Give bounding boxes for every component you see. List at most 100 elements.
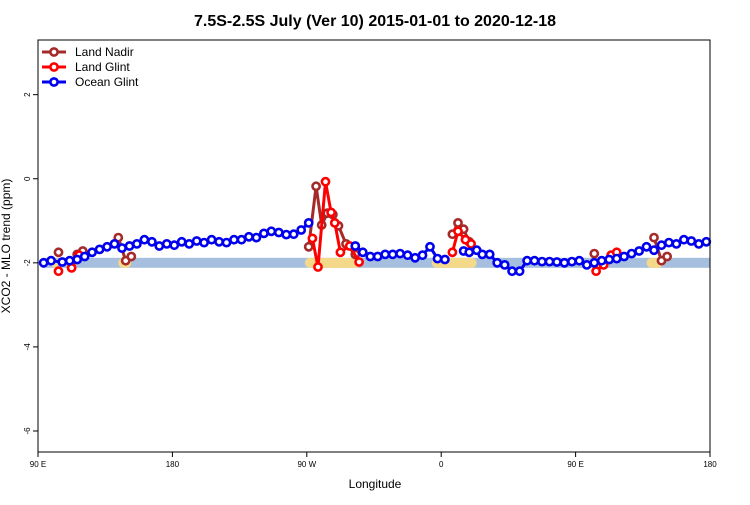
data-point-ocean-glint	[492, 257, 503, 268]
data-point-ocean-glint	[251, 232, 262, 243]
data-point-ocean-glint	[499, 259, 510, 270]
data-point-land-glint	[307, 233, 318, 244]
y-tick-label: 0	[23, 176, 32, 181]
legend-label: Land Glint	[75, 60, 130, 74]
data-point-ocean-glint	[266, 226, 277, 237]
data-point-ocean-glint	[425, 241, 435, 252]
data-point-ocean-glint	[72, 254, 83, 265]
data-point-ocean-glint	[679, 234, 689, 245]
data-point-ocean-glint	[693, 238, 704, 249]
data-point-ocean-glint	[357, 247, 368, 258]
y-tick-label: -2	[23, 259, 32, 267]
data-point-ocean-glint	[221, 237, 232, 248]
data-point-ocean-glint	[641, 241, 652, 252]
data-point-ocean-glint	[154, 241, 165, 251]
data-point-ocean-glint	[464, 247, 475, 258]
data-point-ocean-glint	[229, 234, 239, 245]
series-ocean-glint	[38, 217, 712, 277]
data-point-ocean-glint	[664, 237, 674, 248]
data-point-ocean-glint	[596, 255, 607, 266]
x-tick-label: 0	[439, 460, 444, 469]
x-tick-label: 90 W	[297, 460, 316, 469]
data-point-ocean-glint	[169, 240, 180, 251]
data-point-ocean-glint	[350, 241, 361, 251]
x-tick-label: 180	[703, 460, 717, 469]
data-point-ocean-glint	[604, 254, 615, 265]
data-point-land-glint	[320, 176, 331, 187]
data-point-ocean-glint	[432, 253, 443, 264]
data-point-ocean-glint	[191, 236, 202, 246]
data-point-ocean-glint	[184, 238, 195, 249]
data-point-ocean-glint	[94, 244, 105, 255]
data-point-ocean-glint	[199, 237, 209, 248]
data-point-ocean-glint	[87, 247, 97, 258]
legend-swatch-marker	[49, 47, 59, 57]
data-point-ocean-glint	[387, 249, 398, 260]
data-point-ocean-glint	[574, 255, 585, 266]
data-point-ocean-glint	[273, 227, 284, 238]
data-point-ocean-glint	[176, 236, 187, 247]
data-point-ocean-glint	[161, 238, 172, 249]
legend-item-land-nadir: Land Nadir	[42, 45, 134, 59]
data-point-land-glint	[466, 238, 476, 249]
plot-frame	[37, 39, 711, 453]
data-point-land-glint	[326, 207, 336, 218]
data-point-ocean-glint	[131, 238, 142, 249]
data-point-ocean-glint	[559, 257, 570, 268]
y-tick-label: -6	[23, 427, 32, 435]
data-point-land-glint	[53, 266, 64, 277]
data-point-ocean-glint	[439, 254, 450, 265]
data-point-land-glint	[329, 217, 340, 228]
data-point-land-nadir	[649, 232, 659, 243]
data-point-ocean-glint	[619, 251, 629, 262]
data-point-ocean-glint	[109, 238, 120, 249]
data-point-ocean-glint	[671, 238, 682, 249]
data-point-ocean-glint	[634, 246, 644, 256]
data-point-land-nadir	[662, 251, 672, 262]
data-point-land-nadir	[589, 248, 600, 259]
data-point-ocean-glint	[38, 257, 49, 268]
y-tick-label: -4	[23, 343, 32, 351]
legend-label: Ocean Glint	[75, 75, 139, 89]
data-point-ocean-glint	[514, 266, 525, 277]
data-point-ocean-glint	[402, 250, 413, 261]
data-point-ocean-glint	[296, 225, 307, 235]
data-point-ocean-glint	[117, 243, 127, 253]
ocean-band	[42, 257, 710, 268]
legend-item-land-glint: Land Glint	[42, 60, 130, 74]
data-point-ocean-glint	[206, 234, 217, 245]
data-point-ocean-glint	[139, 234, 150, 245]
data-point-land-nadir	[126, 251, 137, 262]
data-point-ocean-glint	[567, 256, 577, 267]
data-point-ocean-glint	[552, 257, 562, 267]
data-point-land-glint	[335, 247, 346, 258]
data-point-ocean-glint	[395, 248, 405, 259]
series-layer	[38, 176, 712, 277]
data-point-ocean-glint	[243, 231, 254, 242]
x-tick-label: 180	[166, 460, 180, 469]
legend-swatch-marker	[49, 77, 59, 87]
legend-label: Land Nadir	[75, 45, 134, 59]
data-point-ocean-glint	[686, 236, 697, 246]
data-point-ocean-glint	[529, 255, 540, 266]
data-point-ocean-glint	[64, 255, 75, 266]
data-point-ocean-glint	[581, 259, 592, 270]
data-point-land-nadir	[303, 241, 314, 252]
y-axis: 2 0 -2 -4 -6	[23, 92, 38, 435]
data-point-land-glint	[591, 266, 601, 277]
data-point-ocean-glint	[484, 249, 495, 260]
data-point-land-nadir	[53, 247, 64, 258]
legend-swatch-marker	[49, 62, 59, 72]
data-point-ocean-glint	[303, 217, 314, 228]
data-point-ocean-glint	[79, 251, 90, 262]
data-point-ocean-glint	[214, 236, 224, 247]
data-point-ocean-glint	[701, 236, 712, 247]
legend-item-ocean-glint: Ocean Glint	[42, 75, 139, 89]
y-axis-label: XCO2 - MLO trend (ppm)	[0, 179, 13, 314]
data-point-land-glint	[313, 262, 323, 272]
x-axis-label: Longitude	[349, 477, 402, 491]
data-point-ocean-glint	[372, 251, 383, 262]
